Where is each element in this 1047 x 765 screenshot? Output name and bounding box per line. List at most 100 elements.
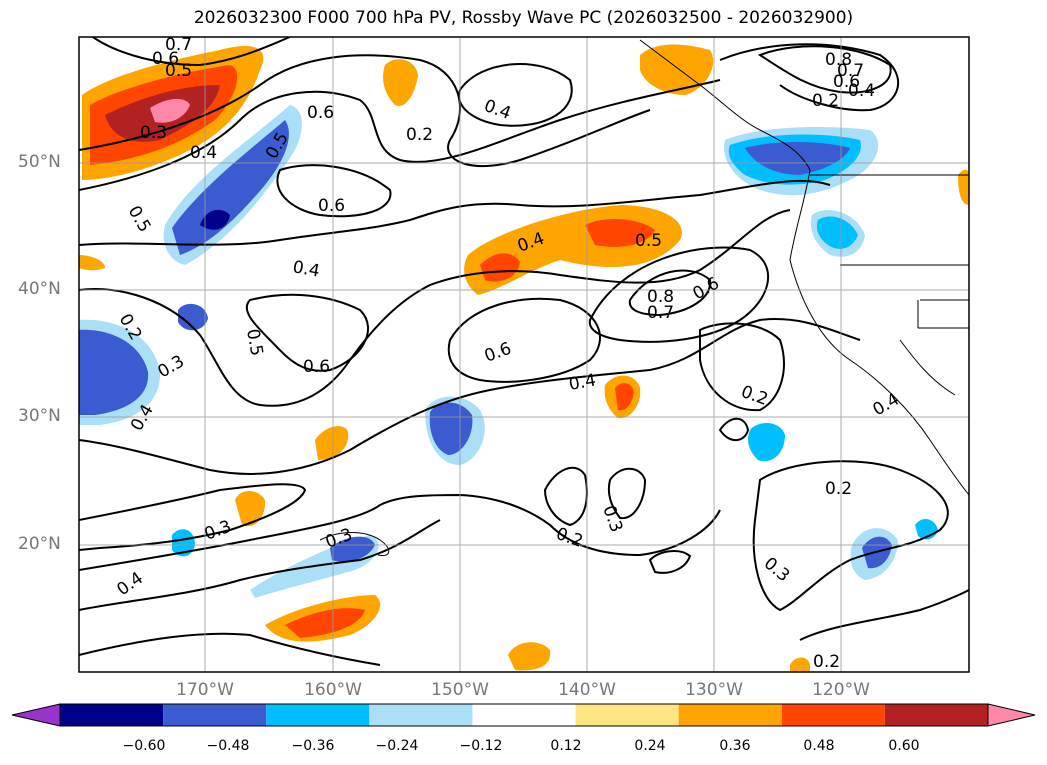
colorbar-segment xyxy=(678,704,782,726)
contour-label: 0.5 xyxy=(242,327,266,357)
colorbar-tick: −0.12 xyxy=(459,738,503,754)
shade-negative xyxy=(748,423,785,462)
contour-label: 0.2 xyxy=(813,652,840,672)
coastline-path xyxy=(899,339,956,396)
colorbar-tick: −0.36 xyxy=(291,738,335,754)
colorbar-frame xyxy=(59,703,989,727)
shade-negative xyxy=(816,216,858,249)
colorbar-segment xyxy=(266,704,370,726)
shade-negative xyxy=(172,120,289,255)
contour-line xyxy=(79,79,721,191)
shade-positive xyxy=(315,426,349,460)
colorbar-segment xyxy=(163,704,267,726)
coastline-path xyxy=(917,299,969,329)
shade-negative xyxy=(330,536,375,562)
shade-positive xyxy=(958,169,969,205)
lon-label-120w: 120°W xyxy=(812,680,870,700)
contour-line xyxy=(79,632,381,666)
contour-label: 0.6 xyxy=(307,103,334,123)
colorbar-extend-min xyxy=(11,703,61,727)
colorbar-tick: −0.60 xyxy=(122,738,166,754)
contour-line xyxy=(628,269,712,317)
contour-line xyxy=(276,164,392,218)
colorbar-segment xyxy=(781,704,885,726)
contour-label: 0.4 xyxy=(190,143,217,163)
colorbar-segment xyxy=(884,704,988,726)
shade-negative xyxy=(745,142,850,175)
contour-label: 0.7 xyxy=(647,303,674,323)
coastline-path xyxy=(639,39,969,496)
colorbar-tick: 0.24 xyxy=(634,738,666,754)
shade-positive xyxy=(640,44,714,95)
coastline xyxy=(319,39,969,557)
colorbar-tick: 0.12 xyxy=(550,738,582,754)
contour-line xyxy=(799,589,969,641)
contour-line xyxy=(458,63,573,127)
coastline-path xyxy=(319,532,390,557)
lon-label-130w: 130°W xyxy=(685,680,743,700)
colorbar-extend-max xyxy=(987,703,1036,727)
lon-label-170w: 170°W xyxy=(176,680,234,700)
lon-label-160w: 160°W xyxy=(304,680,362,700)
contour-label: 0.6 xyxy=(152,49,179,69)
colorbar-segment xyxy=(60,704,164,726)
contour-line xyxy=(699,322,785,412)
contour-line xyxy=(79,493,721,571)
contour-label: 0.8 xyxy=(825,50,852,70)
contour-line xyxy=(79,519,441,611)
shade-positive xyxy=(383,59,418,106)
contour-line xyxy=(79,318,861,475)
contour-label: 0.5 xyxy=(165,61,192,81)
shade-positive xyxy=(235,491,266,527)
pv-contours xyxy=(79,37,969,666)
contour-label: 0.3 xyxy=(140,123,167,143)
lat-label-50n: 50°N xyxy=(18,152,61,172)
colorbar-tick: 0.48 xyxy=(803,738,835,754)
colorbar xyxy=(11,703,1036,727)
contour-label: 0.2 xyxy=(812,91,839,111)
contour-label: 0.5 xyxy=(635,231,662,251)
map-title: 2026032300 F000 700 hPa PV, Rossby Wave … xyxy=(193,8,854,28)
contour-line xyxy=(245,293,370,372)
colorbar-tick: 0.60 xyxy=(888,738,920,754)
shade-positive xyxy=(480,253,520,282)
contour-line xyxy=(79,483,307,551)
contour-label: 0.2 xyxy=(406,125,433,145)
contour-label: 0.6 xyxy=(833,72,860,92)
map-frame: 0.7 0.6 0.5 0.3 0.4 0.5 0.5 0.6 0.2 0.4 … xyxy=(79,37,969,672)
contour-line xyxy=(79,209,791,407)
lon-label-140w: 140°W xyxy=(558,680,616,700)
shade-negative xyxy=(429,402,473,455)
contour-line xyxy=(719,43,900,112)
map-border xyxy=(78,36,970,673)
shade-positive xyxy=(150,98,190,123)
contour-line xyxy=(91,37,291,67)
contour-line xyxy=(588,246,769,343)
contour-line xyxy=(447,297,601,383)
shade-negative xyxy=(200,209,230,230)
contour-label: 0.4 xyxy=(291,257,321,281)
pv-anomaly-shading xyxy=(79,44,969,672)
colorbar-tick: −0.24 xyxy=(375,738,419,754)
contour-line xyxy=(718,417,750,442)
shade-negative xyxy=(172,529,195,557)
contour-line xyxy=(79,179,831,246)
shade-positive xyxy=(79,255,105,271)
lat-label-30n: 30°N xyxy=(18,406,61,426)
contour-label: 0.6 xyxy=(303,357,330,377)
contour-label: 0.8 xyxy=(647,287,674,307)
lat-label-40n: 40°N xyxy=(18,279,61,299)
shade-positive xyxy=(790,657,810,672)
colorbar-segment xyxy=(575,704,679,726)
contour-label: 0.4 xyxy=(848,81,875,101)
contour-line xyxy=(607,467,647,520)
lat-label-20n: 20°N xyxy=(18,534,61,554)
shade-positive xyxy=(285,608,365,638)
contour-label: 0.7 xyxy=(837,61,864,81)
colorbar-segment xyxy=(472,704,576,726)
colorbar-tick: 0.36 xyxy=(719,738,751,754)
shade-positive xyxy=(508,642,551,671)
contour-label: 0.4 xyxy=(567,371,597,395)
colorbar-tick: −0.48 xyxy=(206,738,250,754)
